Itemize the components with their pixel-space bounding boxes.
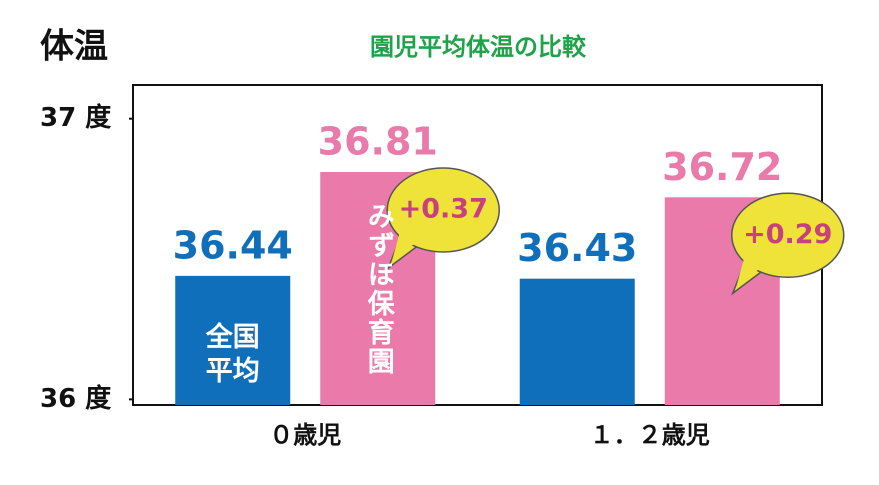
chart-title: 園児平均体温の比較 [370, 33, 587, 61]
y-tick-label: 36 度 [40, 383, 111, 414]
value-label: 36.44 [173, 223, 293, 267]
callout-text: +0.29 [743, 219, 832, 250]
callout [386, 167, 500, 253]
callout-text: +0.37 [399, 194, 488, 225]
series-label: みずほ保育園 [362, 202, 394, 377]
y-axis-label: 体温 [40, 27, 108, 67]
value-label: 36.81 [318, 120, 438, 164]
callout-tail-cover [736, 252, 770, 286]
value-label: 36.72 [662, 145, 782, 189]
callout-tail-cover [392, 227, 426, 261]
x-tick-label: １．２歳児 [590, 421, 710, 449]
x-tick-label: ０歳児 [269, 421, 341, 449]
bar [519, 278, 635, 405]
value-label: 36.43 [517, 226, 637, 270]
y-tick-label: 37 度 [40, 102, 111, 133]
series-label: 全国平均 [205, 321, 260, 387]
bar [175, 275, 291, 405]
callout [731, 192, 845, 279]
